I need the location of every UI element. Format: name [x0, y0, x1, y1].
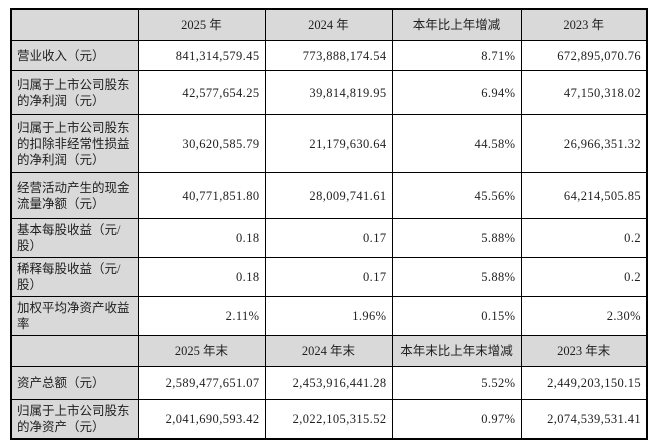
value-2025-end: 2,041,690,593.42: [137, 399, 266, 440]
value-2025: 30,620,585.79: [137, 114, 266, 173]
value-2025: 0.18: [137, 257, 266, 297]
value-2023: 47,150,318.02: [520, 70, 648, 115]
value-2025: 841,314,579.45: [137, 40, 266, 71]
value-2023: 672,895,070.76: [520, 40, 648, 71]
value-2025-end: 2,589,477,651.07: [137, 366, 266, 400]
value-yoy-change: 45.56%: [391, 172, 522, 219]
value-yoy-change: 5.88%: [391, 218, 522, 258]
metric-label: 归属于上市公司股东的净利润（元）: [10, 70, 139, 115]
document-page: 2025 年 2024 年 本年比上年增减 2023 年 营业收入（元） 841…: [10, 8, 648, 440]
value-2024: 21,179,630.64: [264, 114, 393, 173]
table-row-total-assets: 资产总额（元） 2,589,477,651.07 2,453,916,441.2…: [10, 366, 648, 400]
financial-summary-table: 2025 年 2024 年 本年比上年增减 2023 年 营业收入（元） 841…: [10, 8, 648, 440]
metric-label: 经营活动产生的现金流量净额（元）: [10, 172, 139, 219]
metric-label: 加权平均净资产收益率: [10, 296, 139, 336]
table-row-operating-cash-flow: 经营活动产生的现金流量净额（元） 40,771,851.80 28,009,74…: [10, 172, 648, 219]
table-row-revenue: 营业收入（元） 841,314,579.45 773,888,174.54 8.…: [10, 40, 648, 71]
value-yoy-change: 6.94%: [391, 70, 522, 115]
value-yoy-change: 44.58%: [391, 114, 522, 173]
value-2024-end: 2,453,916,441.28: [264, 366, 393, 400]
metric-label: 稀释每股收益（元/股）: [10, 257, 139, 297]
value-end-change: 0.97%: [391, 399, 522, 440]
value-2023-end: 2,449,203,150.15: [520, 366, 648, 400]
table-row-net-profit-excl-nonrecurring: 归属于上市公司股东的扣除非经常性损益的净利润（元） 30,620,585.79 …: [10, 114, 648, 173]
header-cell-2023: 2023 年: [520, 8, 648, 41]
header-cell-end-change: 本年末比上年末增减: [391, 335, 522, 367]
value-2023: 26,966,351.32: [520, 114, 648, 173]
value-2023: 2.30%: [520, 296, 648, 336]
value-2023: 0.2: [520, 257, 648, 297]
table-row-net-assets: 归属于上市公司股东的净资产（元） 2,041,690,593.42 2,022,…: [10, 399, 648, 440]
table-row-weighted-avg-roe: 加权平均净资产收益率 2.11% 1.96% 0.15% 2.30%: [10, 296, 648, 336]
header-cell-2023-end: 2023 年末: [520, 335, 648, 367]
value-2024: 1.96%: [264, 296, 393, 336]
value-yoy-change: 5.88%: [391, 257, 522, 297]
value-2024: 28,009,741.61: [264, 172, 393, 219]
metric-label: 归属于上市公司股东的扣除非经常性损益的净利润（元）: [10, 114, 139, 173]
value-2025: 0.18: [137, 218, 266, 258]
header-cell-2024: 2024 年: [264, 8, 393, 41]
header-cell-2025-end: 2025 年末: [137, 335, 266, 367]
value-2025: 42,577,654.25: [137, 70, 266, 115]
table-row-net-profit: 归属于上市公司股东的净利润（元） 42,577,654.25 39,814,81…: [10, 70, 648, 115]
metric-label: 基本每股收益（元/股）: [10, 218, 139, 258]
period-end-header-row: 2025 年末 2024 年末 本年末比上年末增减 2023 年末: [10, 335, 648, 367]
header-cell-2024-end: 2024 年末: [264, 335, 393, 367]
table-row-basic-eps: 基本每股收益（元/股） 0.18 0.17 5.88% 0.2: [10, 218, 648, 258]
value-2025: 40,771,851.80: [137, 172, 266, 219]
header-cell-2025: 2025 年: [137, 8, 266, 41]
metric-label: 营业收入（元）: [10, 40, 139, 71]
value-yoy-change: 0.15%: [391, 296, 522, 336]
metric-label: 归属于上市公司股东的净资产（元）: [10, 399, 139, 440]
value-2025: 2.11%: [137, 296, 266, 336]
value-end-change: 5.52%: [391, 366, 522, 400]
value-2024-end: 2,022,105,315.52: [264, 399, 393, 440]
header-cell-empty: [10, 335, 139, 367]
value-2023: 0.2: [520, 218, 648, 258]
table-row-diluted-eps: 稀释每股收益（元/股） 0.18 0.17 5.88% 0.2: [10, 257, 648, 297]
value-2024: 39,814,819.95: [264, 70, 393, 115]
value-yoy-change: 8.71%: [391, 40, 522, 71]
value-2023-end: 2,074,539,531.41: [520, 399, 648, 440]
annual-header-row: 2025 年 2024 年 本年比上年增减 2023 年: [10, 8, 648, 41]
value-2024: 773,888,174.54: [264, 40, 393, 71]
value-2024: 0.17: [264, 218, 393, 258]
value-2023: 64,214,505.85: [520, 172, 648, 219]
metric-label: 资产总额（元）: [10, 366, 139, 400]
header-cell-yoy-change: 本年比上年增减: [391, 8, 522, 41]
value-2024: 0.17: [264, 257, 393, 297]
header-cell-empty: [10, 8, 139, 41]
